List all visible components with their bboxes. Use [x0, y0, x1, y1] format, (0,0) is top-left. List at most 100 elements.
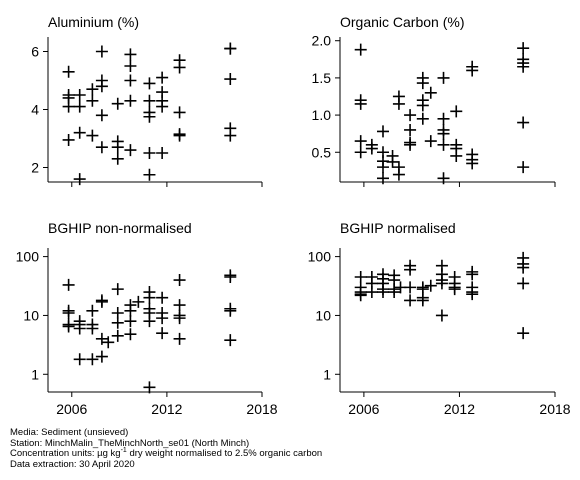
data-point [73, 100, 86, 113]
data-point [224, 73, 237, 86]
data-point [143, 381, 156, 394]
data-point [62, 278, 75, 291]
data-point [404, 123, 417, 136]
chart-title: Organic Carbon (%) [340, 14, 465, 30]
data-point [124, 74, 137, 87]
data-point [377, 286, 389, 299]
data-point [466, 268, 479, 281]
data-point [448, 283, 461, 296]
data-point [86, 322, 99, 335]
chart-panel-1: Aluminium (%) 2 4 6 [31, 14, 263, 187]
x-tick-label: 2018 [246, 401, 277, 417]
data-point [392, 97, 405, 110]
data-point [416, 77, 429, 90]
data-point [365, 286, 378, 299]
data-point [95, 141, 108, 154]
data-point [437, 112, 450, 125]
x-tick-label: 2012 [151, 401, 182, 417]
data-point [424, 86, 437, 99]
data-point [354, 289, 367, 302]
footer-units-suffix: dry weight normalised to 2.5% organic ca… [126, 448, 323, 460]
data-point [62, 320, 75, 333]
data-point [377, 172, 389, 185]
data-point [437, 172, 450, 185]
data-point [437, 127, 450, 140]
data-point [62, 100, 75, 113]
data-point [517, 116, 530, 129]
data-point [111, 316, 124, 329]
data-point [143, 168, 156, 181]
data-point [86, 83, 99, 96]
y-tick-label: 1 [323, 366, 331, 382]
data-point [224, 42, 237, 55]
data-point [392, 168, 405, 181]
y-tick-label: 10 [315, 307, 331, 323]
data-point [173, 312, 186, 325]
data-point [95, 109, 108, 122]
footer-units-superscript: -1 [120, 447, 127, 455]
data-point [386, 155, 399, 168]
data-point [124, 328, 137, 341]
data-point [132, 295, 145, 308]
data-point [73, 89, 86, 101]
y-tick-label: 100 [308, 249, 332, 265]
data-point [95, 80, 108, 93]
data-point [377, 161, 389, 174]
data-point [156, 291, 169, 304]
data-point [62, 133, 75, 146]
data-point [437, 138, 450, 151]
data-point [143, 110, 156, 123]
footer-media: Media: Sediment (unsieved) [10, 427, 129, 438]
data-point [517, 261, 530, 274]
y-tick-label: 2 [31, 160, 39, 176]
data-point [102, 336, 115, 349]
data-point [466, 64, 479, 77]
data-point [354, 97, 367, 110]
data-point [416, 112, 429, 125]
data-point [404, 138, 417, 151]
footer-units: Concentration units: µg kg-1 dry weight … [10, 447, 323, 460]
data-point [124, 60, 137, 72]
data-point [377, 125, 389, 138]
data-point [424, 135, 437, 148]
data-point [62, 65, 75, 78]
y-tick-label: 100 [16, 249, 40, 265]
data-point [111, 152, 124, 165]
data-point [95, 350, 108, 363]
data-point [95, 295, 108, 308]
y-tick-label: 1.5 [312, 70, 332, 86]
data-point [156, 327, 169, 340]
data-point [143, 94, 156, 107]
x-tick-label: 2006 [348, 401, 379, 417]
data-point [416, 99, 429, 112]
chart-panel-2: Organic Carbon (%) 0.5 1.0 1.5 2.0 [312, 14, 556, 187]
data-point [224, 304, 237, 317]
chart-title: BGHIP non-normalised [48, 220, 192, 236]
data-point [156, 71, 169, 84]
data-point [143, 315, 156, 328]
y-tick-label: 10 [23, 307, 39, 323]
y-tick-label: 0.5 [312, 144, 332, 160]
data-point [156, 147, 169, 159]
data-point [435, 309, 448, 322]
data-point [111, 283, 124, 296]
data-point [365, 142, 378, 155]
data-point [73, 322, 86, 335]
data-point [111, 329, 124, 342]
data-point [173, 274, 186, 287]
data-point [388, 286, 401, 299]
chart-panel-4: BGHIP normalised 1 10 100 2006 2012 2018 [308, 220, 571, 417]
x-tick-label: 2006 [56, 401, 87, 417]
data-point [86, 94, 99, 107]
data-point [354, 271, 367, 284]
data-point [404, 294, 417, 307]
chart-title: Aluminium (%) [48, 14, 139, 30]
data-point [450, 105, 463, 118]
data-point [143, 291, 156, 304]
data-point [354, 135, 367, 148]
data-point [517, 327, 530, 340]
data-point [86, 304, 99, 317]
data-point [517, 60, 530, 73]
data-point [424, 279, 437, 292]
